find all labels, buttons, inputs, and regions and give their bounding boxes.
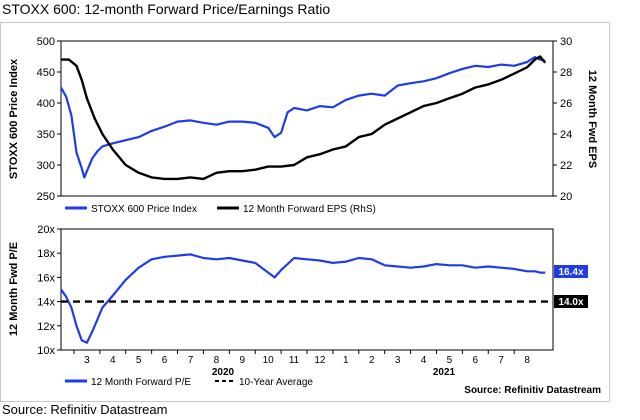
bottom-ylabel: 12 Month Fwd P/E <box>8 242 20 336</box>
bottom-left-tick-label: 10x <box>37 345 55 357</box>
top-right-tick-label: 20 <box>560 191 572 203</box>
top-left-tick-label: 450 <box>37 67 55 79</box>
bottom-x-tick-label: 9 <box>239 355 245 366</box>
chart-title: STOXX 600: 12-month Forward Price/Earnin… <box>2 1 331 17</box>
chart-frame: 250 300 350 400 450 500 20 22 24 26 28 30 STOXX 60… <box>0 22 610 402</box>
bottom-x-tick-label: 6 <box>473 355 479 366</box>
top-right-tick-label: 26 <box>560 98 572 110</box>
bottom-x-tick-label: 6 <box>162 355 168 366</box>
bottom-x-tick-label: 3 <box>84 355 90 366</box>
legend-eps-label: 12 Month Forward EPS (RhS) <box>243 204 376 215</box>
bottom-x-tick-label: 4 <box>421 355 427 366</box>
top-right-tick-label: 22 <box>560 160 572 172</box>
bottom-x-tick-label: 4 <box>110 355 116 366</box>
avg-end-label: 14.0x <box>558 297 583 308</box>
top-left-tick-label: 250 <box>37 191 55 203</box>
top-plot-area <box>60 40 554 197</box>
pe-end-label: 16.4x <box>558 267 583 278</box>
pe-end-label-box <box>554 265 588 278</box>
bottom-x-tick-label: 11 <box>289 355 300 366</box>
bottom-x-tick-label: 5 <box>136 355 142 366</box>
legend-price-label: STOXX 600 Price Index <box>91 204 197 215</box>
top-right-tick-label: 24 <box>560 129 572 141</box>
top-left-ylabel: STOXX 600 Price Index <box>8 58 20 179</box>
bottom-x-tick-label: 10 <box>263 355 275 366</box>
bottom-left-tick-label: 12x <box>37 321 55 333</box>
bottom-lines <box>60 253 553 344</box>
avg-end-label-box <box>554 295 588 308</box>
bottom-plot-area <box>60 228 554 351</box>
year-label-2020: 2020 <box>212 367 235 378</box>
legend-avg-label: 10-Year Average <box>239 377 313 388</box>
forward-pe-line <box>60 253 546 344</box>
top-left-tick-label: 400 <box>37 98 55 110</box>
chart-source-note: Source: Refinitiv Datastream <box>464 385 601 396</box>
bottom-left-tick-label: 16x <box>37 272 55 284</box>
top-left-tick-label: 300 <box>37 160 55 172</box>
top-right-tick-label: 28 <box>560 67 572 79</box>
bottom-x-tick-label: 12 <box>314 355 326 366</box>
bottom-x-tick-label: 1 <box>343 355 349 366</box>
bottom-x-tick-label: 8 <box>214 355 220 366</box>
bottom-left-tick-label: 14x <box>37 297 55 309</box>
top-right-tick-label: 30 <box>560 36 572 48</box>
bottom-x-tick-label: 7 <box>188 355 194 366</box>
top-right-ticks: 20 22 24 26 28 30 <box>553 36 572 203</box>
top-right-ylabel: 12 Month Fwd EPS <box>586 70 598 168</box>
eps-line <box>61 55 547 181</box>
price-index-line <box>60 55 546 179</box>
bottom-x-tick-label: 8 <box>524 355 530 366</box>
top-left-tick-label: 350 <box>37 129 55 141</box>
top-left-tick-label: 500 <box>37 36 55 48</box>
bottom-x-tick-label: 2 <box>369 355 375 366</box>
bottom-x-tick-label: 7 <box>498 355 504 366</box>
bottom-left-ticks: 10x 12x 14x 16x 18x 20x <box>37 224 61 357</box>
bottom-x-ticks: 3 4 5 6 7 8 9 10 11 12 1 2 3 4 5 6 7 8 <box>73 350 530 366</box>
top-lines <box>60 55 547 181</box>
bottom-left-tick-label: 20x <box>37 224 55 236</box>
legend-pe-label: 12 Month Forward P/E <box>91 377 191 388</box>
bottom-x-tick-label: 5 <box>447 355 453 366</box>
top-left-ticks: 250 300 350 400 450 500 <box>37 36 61 203</box>
year-label-2021: 2021 <box>433 367 456 378</box>
footer-source: Source: Refinitiv Datastream <box>2 402 168 417</box>
bottom-left-tick-label: 18x <box>37 248 55 260</box>
bottom-x-tick-label: 3 <box>395 355 401 366</box>
